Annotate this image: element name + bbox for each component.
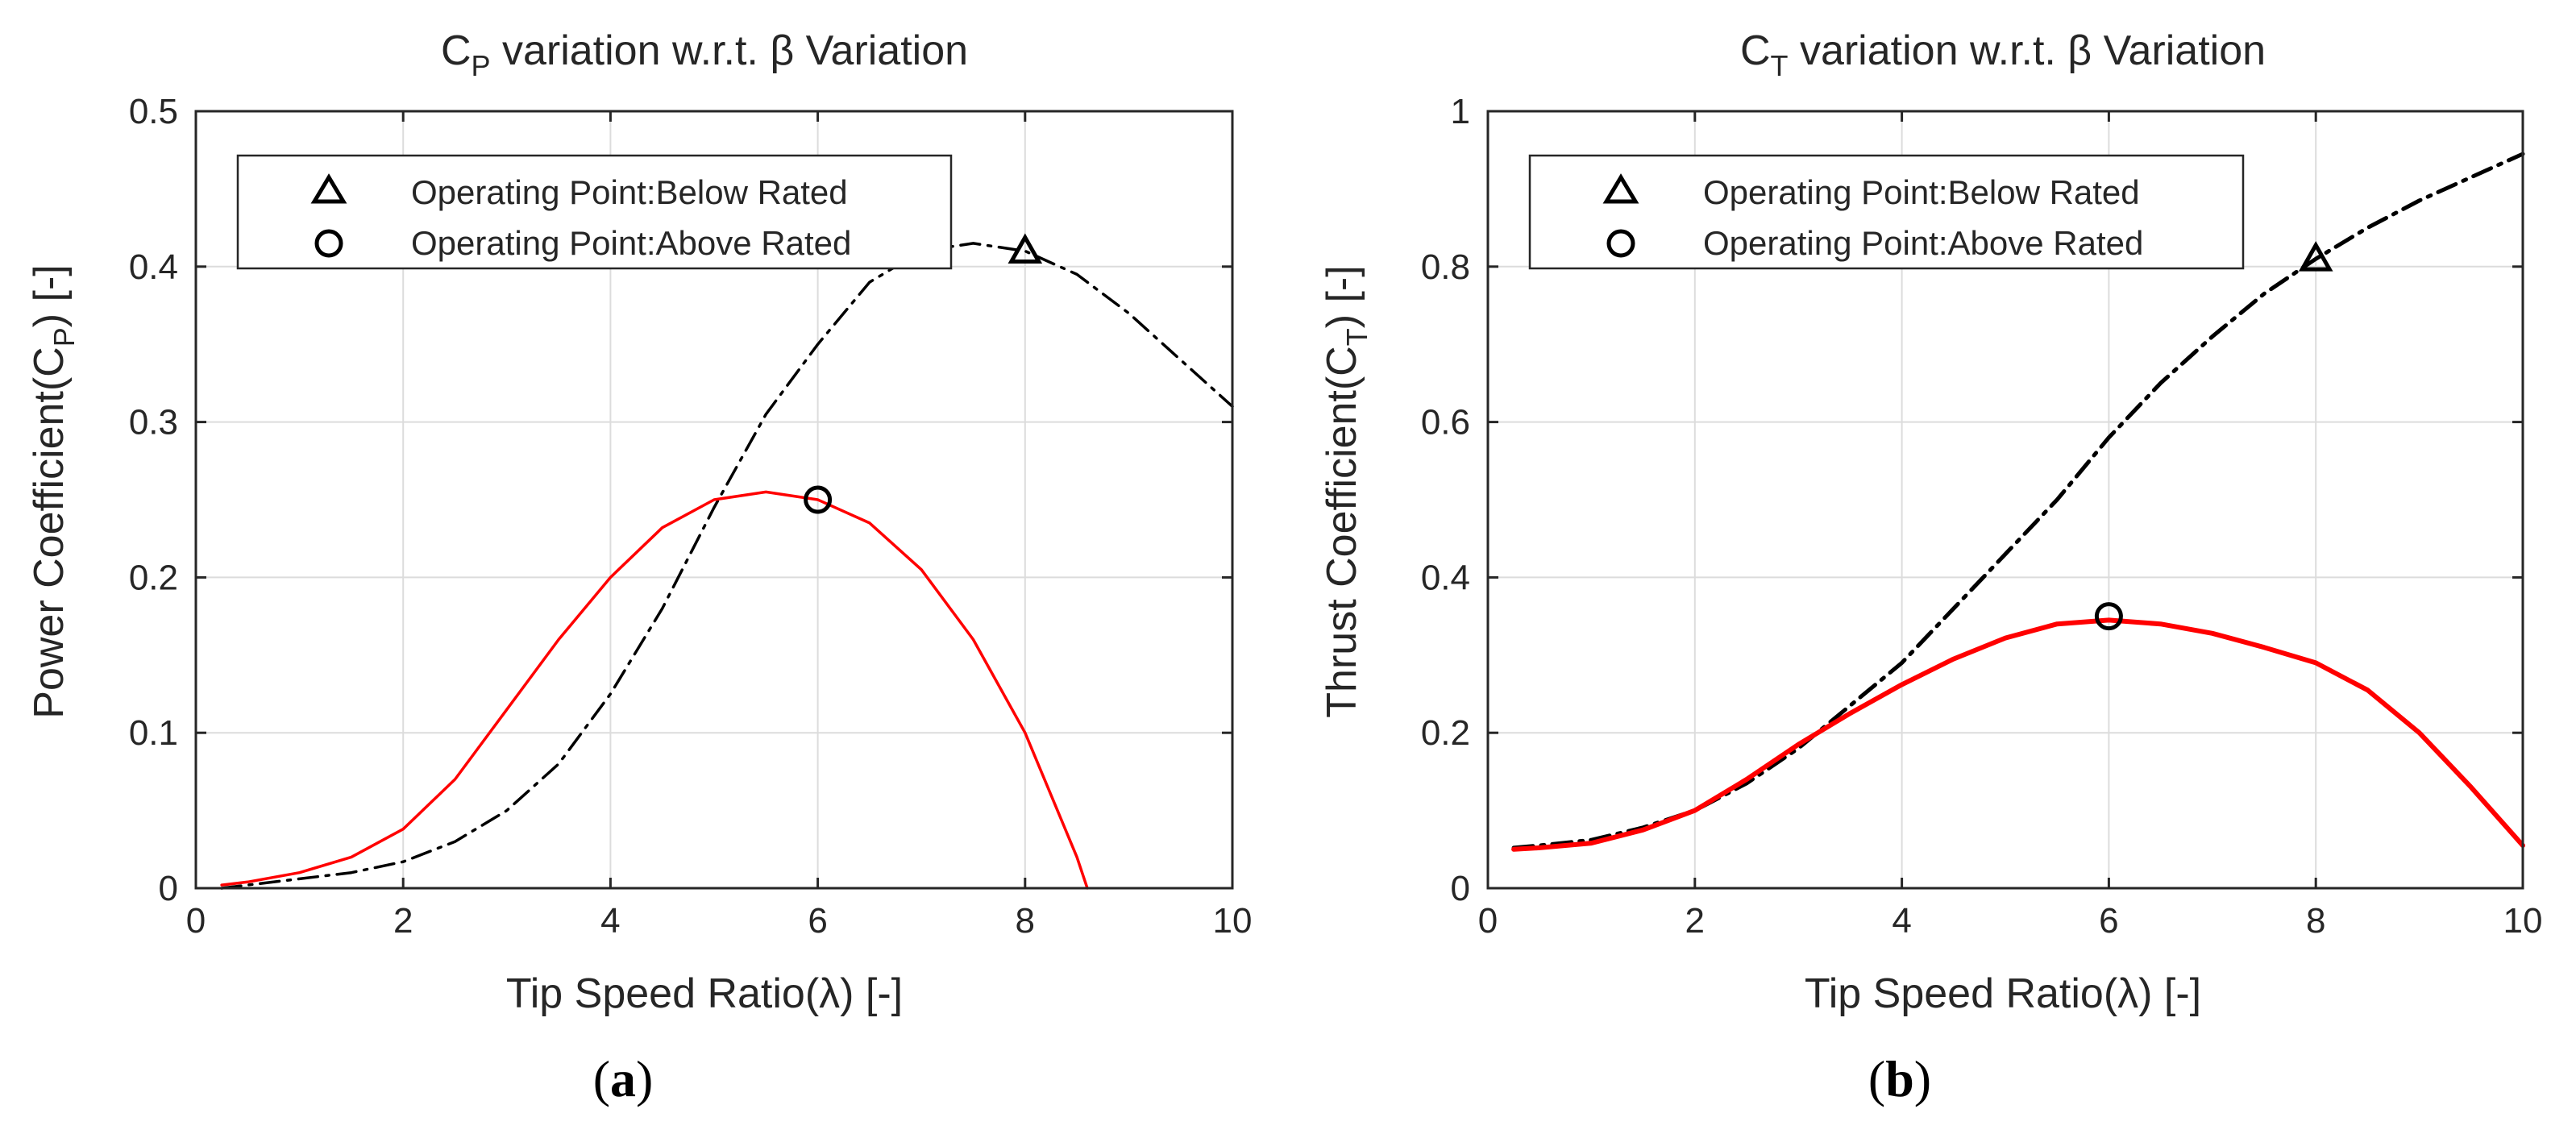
panel-a-x-tick-label: 4: [600, 901, 620, 941]
panel-a-legend-box: [236, 154, 953, 270]
panel-b-x-tick-label: 8: [2306, 901, 2325, 941]
panel-a-x-tick-label: 0: [186, 901, 206, 941]
panel-a-y-tick-label: 0.2: [129, 558, 178, 597]
panel-b-x-tick-label: 10: [2503, 901, 2543, 941]
panel-a-operating-point-below-rated: [1008, 233, 1043, 264]
panel-b-legend: Operating Point:Below Rated Operating Po…: [1528, 154, 2245, 270]
panel-b-series-below-rated-line: [1511, 152, 2525, 850]
panel-a-y-tick-label: 0.1: [129, 713, 178, 753]
panel-a-caption: (a): [593, 1050, 654, 1107]
panel-b-legend-label-below-rated: Operating Point:Below Rated: [1703, 173, 2140, 211]
panel-b-x-tick-label: 0: [1478, 901, 1498, 941]
panel-b-operating-point-above-rated: [2094, 602, 2123, 631]
panel-b-y-tick-label: 0: [1451, 869, 1470, 908]
panel-a-y-tick-label: 0.3: [129, 403, 178, 442]
panel-b-x-axis-label: Tip Speed Ratio(λ) [-]: [1805, 970, 2201, 1017]
panel-b-series-above-rated-line: [1511, 617, 2525, 852]
panel-a-y-tick-label: 0.4: [129, 247, 178, 287]
panel-a-series-below-rated-line: [220, 242, 1234, 890]
panel-b-operating-point-below-rated: [2298, 241, 2333, 272]
panel-b-legend-circle-marker: [1606, 229, 1635, 258]
panel-b-y-axis-label: Thrust Coefficient(CT) [-]: [1319, 265, 1373, 717]
panel-b-chart: 0 2 4 6 8 10 0 0.2 0.4 0.6 0.8 1 CT variation w.r.t…: [1319, 27, 2542, 1107]
panel-b-legend-label-above-rated: Operating Point:Above Rated: [1703, 224, 2143, 262]
panel-a-legend-label-above-rated: Operating Point:Above Rated: [411, 224, 851, 262]
panel-a-x-tick-label: 8: [1016, 901, 1035, 941]
panel-b-y-tick-label: 0.8: [1421, 247, 1470, 287]
panel-b-plot-frame: [1486, 110, 2524, 890]
panel-a-series-above-rated-line: [220, 490, 1089, 890]
panel-a-title: CP variation w.r.t. β Variation: [441, 27, 968, 82]
panel-b-caption: (b): [1868, 1050, 1931, 1107]
panel-b-legend-box: [1528, 154, 2245, 270]
panel-b-y-tick-label: 0.6: [1421, 403, 1470, 442]
panel-b-x-tick-label: 2: [1685, 901, 1705, 941]
panel-a-legend-triangle-marker: [310, 173, 347, 204]
panel-b-title: CT variation w.r.t. β Variation: [1740, 27, 2266, 82]
panel-a-x-axis-label: Tip Speed Ratio(λ) [-]: [506, 970, 903, 1017]
panel-b-y-tick-label: 0.4: [1421, 558, 1470, 597]
panel-a-x-tick-label: 2: [393, 901, 413, 941]
panel-b-y-tick-label: 1: [1451, 92, 1470, 131]
panel-a-x-tick-label: 6: [808, 901, 827, 941]
panel-a-legend: Operating Point:Below Rated Operating Po…: [236, 154, 953, 270]
panel-b-legend-triangle-marker: [1602, 173, 1639, 204]
panel-b-x-tick-label: 4: [1892, 901, 1911, 941]
panel-a-operating-point-above-rated: [804, 485, 833, 514]
panel-a-plot-frame: [194, 110, 1234, 890]
panel-b-x-tick-label: 6: [2099, 901, 2118, 941]
panel-a-chart: 0 2 4 6 8 10 0 0.1 0.2 0.3 0.4 0.5 CP variation w.r…: [26, 27, 1252, 1107]
panel-a-y-axis-label: Power Coefficient(CP) [-]: [26, 264, 81, 718]
panel-a-legend-label-below-rated: Operating Point:Below Rated: [411, 173, 848, 211]
panel-b-y-tick-label: 0.2: [1421, 713, 1470, 753]
panel-a-y-tick-label: 0: [159, 869, 178, 908]
panel-a-x-tick-label: 10: [1213, 901, 1253, 941]
panel-a-y-tick-label: 0.5: [129, 92, 178, 131]
panel-a-legend-circle-marker: [314, 229, 343, 258]
